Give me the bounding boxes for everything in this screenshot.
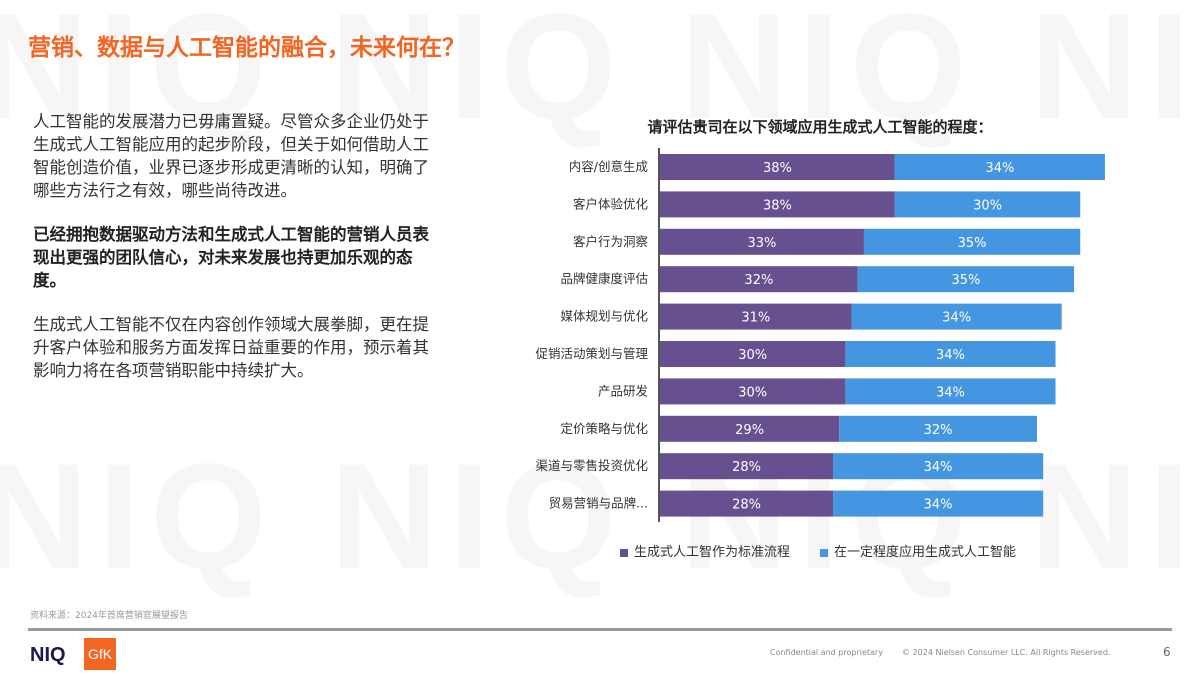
data-label: 34% (924, 498, 953, 513)
data-label: 35% (958, 236, 987, 251)
category-label: 产品研发 (598, 383, 649, 398)
data-label: 31% (741, 311, 770, 326)
data-label: 35% (951, 273, 980, 288)
legend-item-partial: 在一定程度应用生成式人工智能 (820, 541, 1016, 560)
watermark: NIQ (330, 0, 627, 150)
page-title: 营销、数据与人工智能的融合，未来何在？ (28, 35, 465, 61)
bar-segment (660, 191, 895, 218)
category-label: 促销活动策划与管理 (535, 346, 648, 361)
bar-segment (660, 228, 864, 255)
bar-segment (857, 266, 1075, 293)
data-label: 38% (763, 161, 792, 176)
bar-segment (660, 154, 895, 180)
watermark: NIQ (1030, 0, 1200, 150)
category-label: 客户体验优化 (573, 196, 649, 211)
watermark: NIQ (1030, 432, 1200, 600)
data-label: 30% (738, 348, 767, 363)
data-label: 30% (738, 385, 767, 400)
data-label: 33% (748, 236, 777, 251)
watermark: NIQ (330, 432, 627, 600)
watermark: NIQ (0, 0, 277, 150)
paragraph: 生成式人工智能不仅在内容创作领域大展拳脚，更在提升客户体验和服务方面发挥日益重要… (33, 315, 429, 380)
copyright: © 2024 Nielsen Consumer LLC. All Rights … (902, 648, 1111, 657)
category-label: 渠道与零售投资优化 (535, 458, 648, 473)
watermark: NIQ (680, 0, 977, 150)
footer-divider (28, 628, 1172, 631)
bar-segment (660, 341, 846, 367)
bar-segment (660, 266, 858, 293)
data-label: 34% (985, 161, 1014, 176)
data-label: 38% (763, 198, 792, 213)
confidential-note: Confidential and proprietary (770, 648, 883, 657)
bar-segment (660, 378, 846, 405)
chart-legend: 生成式人工智作为标准流程 在一定程度应用生成式人工智能 (620, 541, 1016, 560)
bar-segment (851, 303, 1062, 330)
bar-segment (660, 490, 834, 517)
category-label: 定价策略与优化 (560, 421, 648, 436)
legend-swatch (820, 548, 829, 557)
bar-segment (660, 415, 840, 442)
legend-swatch (620, 548, 628, 557)
bar-segment (894, 154, 1105, 180)
bar-segment (660, 303, 852, 330)
bar-segment (833, 453, 1044, 480)
niq-logo: NIQ (30, 644, 66, 666)
legend-label: 在一定程度应用生成式人工智能 (834, 545, 1017, 560)
bar-segment (894, 191, 1081, 218)
category-label: 客户行为洞察 (573, 234, 649, 249)
category-label: 内容/创意生成 (569, 159, 648, 174)
category-label: 贸易营销与品牌... (549, 496, 648, 511)
bar-segment (660, 453, 834, 480)
chart-title: 请评估贵司在以下领域应用生成式人工智能的程度： (647, 118, 993, 136)
legend-item-standard: 生成式人工智作为标准流程 (620, 541, 790, 560)
legend-label: 生成式人工智作为标准流程 (634, 545, 791, 560)
source-note: 资料来源：2024年首席营销官展望报告 (30, 611, 188, 621)
category-label: 品牌健康度评估 (560, 271, 648, 286)
data-label: 32% (924, 423, 953, 438)
bar-segment (833, 490, 1044, 517)
watermark: NIQ (0, 432, 277, 600)
gfk-logo: GfK (84, 638, 116, 670)
bar-segment (839, 415, 1037, 442)
bar-segment (845, 341, 1056, 367)
data-label: 34% (924, 460, 953, 475)
bar-segment (863, 228, 1081, 255)
page-number: 6 (1163, 645, 1171, 659)
paragraph-highlight: 已经拥抱数据驱动方法和生成式人工智能的营销人员表现出更强的团队信心，对未来发展也… (33, 225, 429, 290)
data-label: 28% (732, 460, 761, 475)
data-label: 34% (942, 311, 971, 326)
category-label: 媒体规划与优化 (560, 309, 648, 324)
data-label: 28% (732, 498, 761, 513)
data-label: 34% (936, 385, 965, 400)
data-label: 30% (973, 198, 1002, 213)
paragraph: 人工智能的发展潜力已毋庸置疑。尽管众多企业仍处于生成式人工智能应用的起步阶段，但… (33, 112, 429, 200)
data-label: 34% (936, 348, 965, 363)
body-text: 人工智能的发展潜力已毋庸置疑。尽管众多企业仍处于生成式人工智能应用的起步阶段，但… (33, 110, 443, 403)
bar-segment (845, 378, 1056, 405)
data-label: 29% (735, 423, 764, 438)
data-label: 32% (744, 273, 773, 288)
